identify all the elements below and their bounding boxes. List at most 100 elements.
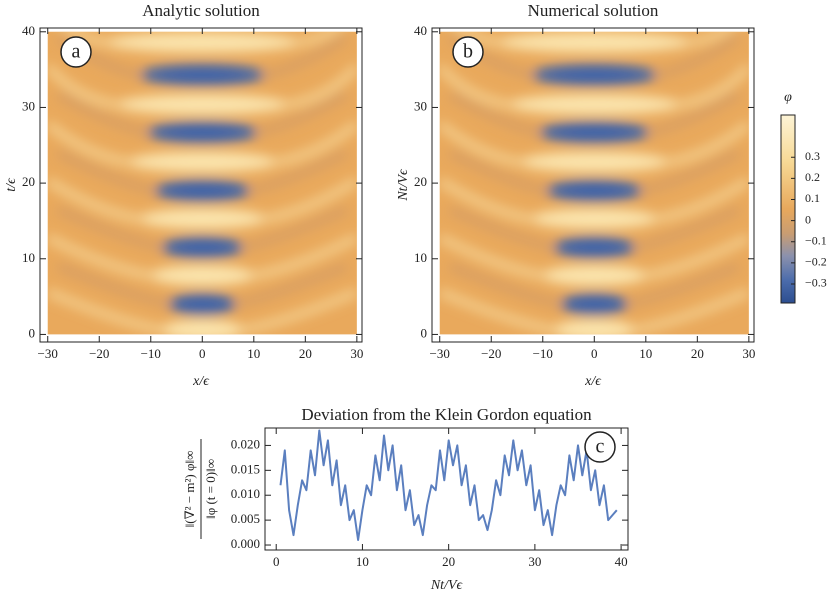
data-line — [279, 429, 618, 541]
x-tick-label: −20 — [481, 346, 501, 361]
heatmap-light — [553, 319, 636, 335]
x-tick-label: 20 — [299, 346, 312, 361]
heatmap-light — [104, 32, 301, 53]
heatmap-arc — [47, 64, 357, 108]
heatmap-light — [115, 94, 289, 115]
x-tick-label: 30 — [742, 346, 755, 361]
heatmap-field — [439, 31, 749, 335]
heatmap-dark — [168, 293, 236, 316]
colorbar-tick-label: 0.3 — [805, 149, 820, 163]
x-tick-label: 10 — [356, 554, 369, 569]
x-tick-label: 30 — [528, 554, 541, 569]
chart-title: Numerical solution — [528, 1, 659, 20]
colorbar-tick-label: 0.2 — [805, 170, 820, 184]
annotation-circle — [452, 36, 484, 68]
heatmap-dark — [531, 63, 657, 86]
x-tick-label: −30 — [430, 346, 450, 361]
heatmap-arc — [47, 234, 357, 279]
y-tick-label: 0.005 — [231, 511, 260, 526]
x-tick-label: −20 — [89, 346, 109, 361]
x-axis-label: x/ϵ — [584, 374, 602, 389]
y-axis-label: t/ϵ — [4, 177, 19, 192]
annotation: a — [72, 41, 81, 63]
y-tick-label: 0 — [29, 325, 36, 340]
y-tick-label: 0.015 — [231, 461, 260, 476]
heatmap-arc — [439, 234, 749, 279]
heatmap-arc — [67, 31, 338, 46]
x-tick-label: 40 — [615, 554, 628, 569]
x-tick-label: 20 — [691, 346, 704, 361]
frame — [39, 27, 363, 343]
y-axis-label: Nt/Vϵ — [396, 168, 411, 202]
y-tick-label: 0.000 — [231, 536, 260, 551]
x-tick-label: −10 — [141, 346, 161, 361]
y-tick-label: 20 — [414, 174, 427, 189]
colorbar-tick-label: −0.1 — [805, 233, 827, 247]
y-tick-label: 20 — [22, 174, 35, 189]
heatmap-dark — [546, 179, 643, 202]
heatmap-light — [161, 319, 244, 335]
x-axis-label: Nt/Vϵ — [430, 578, 464, 593]
y-tick-label: 40 — [414, 23, 427, 38]
heatmap-dark — [161, 236, 243, 259]
annotation: c — [596, 436, 605, 458]
heatmap-dark — [154, 179, 251, 202]
y-tick-label: 0.010 — [231, 486, 260, 501]
heatmap-arc — [448, 91, 741, 136]
y-tick-label: 40 — [22, 23, 35, 38]
colorbar-label: φ — [784, 90, 792, 105]
heatmap-light — [530, 208, 659, 229]
x-tick-label: 0 — [591, 346, 598, 361]
heatmap-dark — [553, 236, 635, 259]
heatmap-arc — [47, 177, 357, 223]
heatmap-arc — [448, 206, 740, 251]
heatmap-field — [47, 31, 357, 335]
x-tick-label: 30 — [350, 346, 363, 361]
annotation: b — [463, 41, 473, 63]
heatmap-arc — [56, 150, 348, 194]
x-axis-label: x/ϵ — [192, 374, 210, 389]
x-tick-label: 10 — [247, 346, 260, 361]
heatmap — [439, 31, 749, 335]
heatmap-arc — [439, 288, 749, 334]
chart-title: Deviation from the Klein Gordon equation — [301, 405, 592, 424]
heatmap-arc — [439, 177, 749, 223]
heatmap-arc — [439, 64, 749, 108]
heatmap-light — [519, 151, 670, 172]
y-axis-label: ‖φ (t = 0)‖∞ — [203, 459, 218, 519]
heatmap-dark — [539, 121, 650, 144]
x-tick-label: −30 — [38, 346, 58, 361]
y-axis-label: ‖(∇² − m²) φ‖∞ — [182, 451, 197, 528]
x-tick-label: 20 — [442, 554, 455, 569]
heatmap-arc — [47, 121, 357, 166]
x-tick-label: −10 — [533, 346, 553, 361]
heatmap-light — [138, 208, 267, 229]
heatmap-arc — [439, 121, 749, 166]
y-tick-label: 30 — [414, 98, 427, 113]
heatmap-light — [507, 94, 681, 115]
colorbar — [780, 114, 796, 304]
heatmap-arc — [56, 263, 348, 308]
heatmap-arc — [459, 31, 730, 46]
x-tick-label: 10 — [639, 346, 652, 361]
heatmap-arc — [448, 150, 740, 194]
colorbar-tick-label: 0.1 — [805, 191, 820, 205]
heatmap-light — [127, 151, 278, 172]
heatmap-arc — [56, 206, 348, 251]
heatmap-light — [149, 265, 255, 286]
y-tick-label: 10 — [414, 250, 427, 265]
y-tick-label: 10 — [22, 250, 35, 265]
annotation-circle — [60, 36, 92, 68]
heatmap-arc — [448, 263, 740, 308]
heatmap-dark — [560, 293, 628, 316]
x-tick-label: 0 — [273, 554, 280, 569]
plot-bg — [265, 428, 628, 550]
heatmap-light — [496, 32, 693, 53]
y-tick-label: 0 — [421, 325, 428, 340]
heatmap-arc — [47, 288, 357, 334]
annotation-circle — [584, 431, 616, 463]
y-tick-label: 0.020 — [231, 436, 260, 451]
heatmap-arc — [56, 91, 349, 136]
